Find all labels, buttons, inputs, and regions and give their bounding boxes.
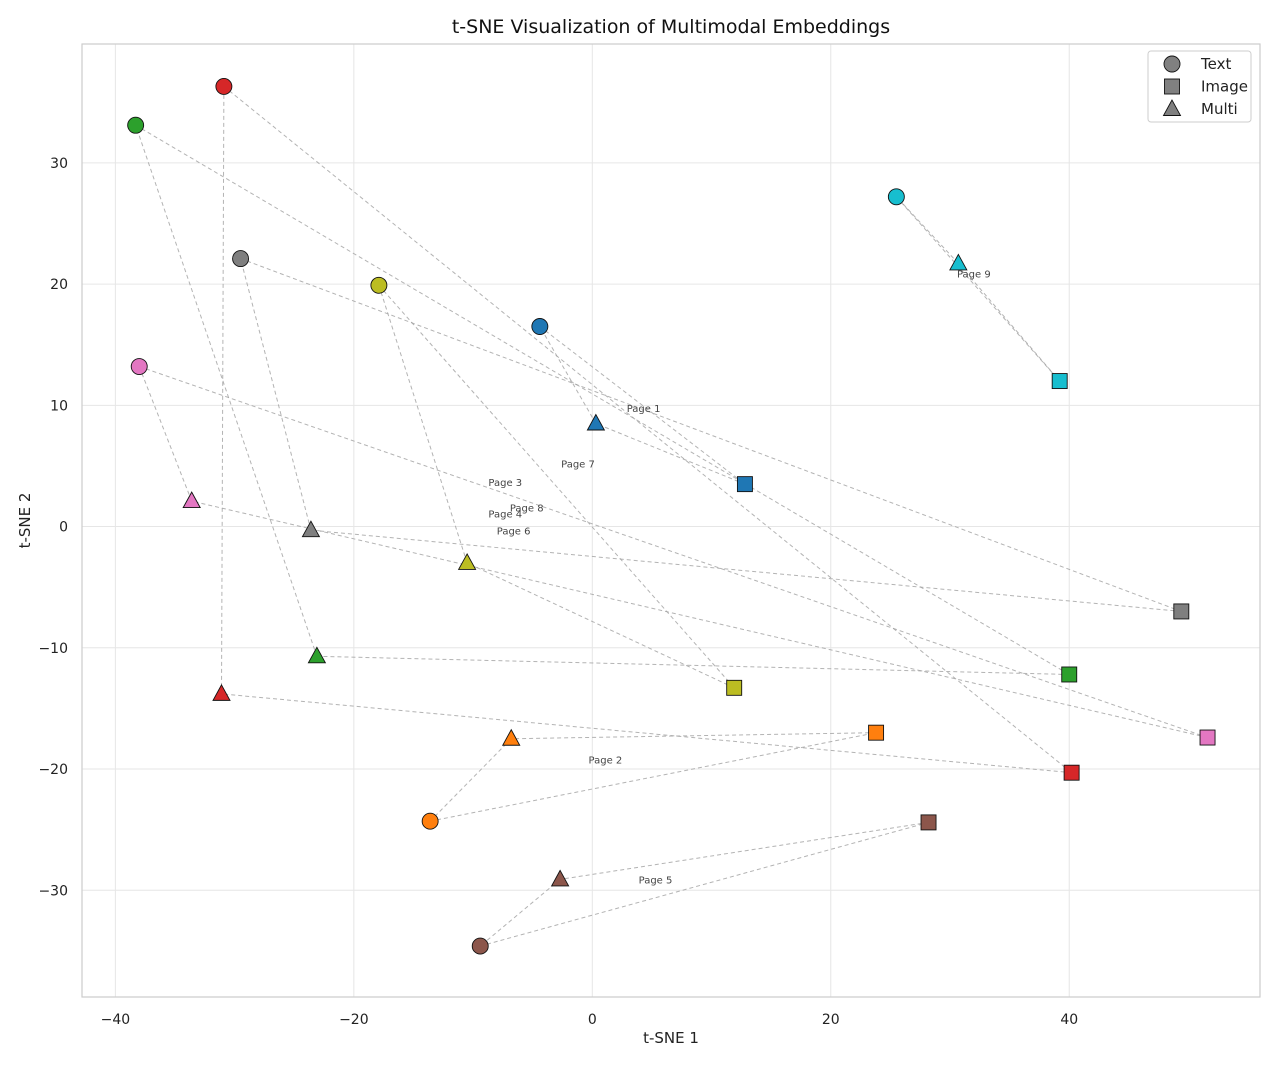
page-annotation: Page 4 <box>488 509 522 520</box>
plot-frame <box>81 43 1261 998</box>
connection-line <box>560 821 929 880</box>
text-point <box>531 318 549 335</box>
multi-point <box>550 869 570 887</box>
image-point <box>1061 666 1078 683</box>
y-axis-label: t-SNE 2 <box>16 493 34 549</box>
connection-line <box>429 738 512 822</box>
connection-line <box>135 125 318 657</box>
page-annotations: Page 1 Page 2 Page 3 Page 4 Page 5 Page 6 Page… <box>488 269 990 886</box>
x-tick-label: 40 <box>1060 1012 1078 1028</box>
image-point <box>868 724 885 741</box>
x-tick-label: 0 <box>588 1012 597 1028</box>
connection-line <box>480 821 929 947</box>
connection-line <box>511 732 877 740</box>
legend-triangle-icon <box>1162 99 1182 116</box>
plot-area <box>82 44 1260 997</box>
x-axis-label: t-SNE 1 <box>643 1029 699 1047</box>
connection-line <box>221 86 225 694</box>
connection-line <box>595 423 746 485</box>
multi-point <box>949 253 968 271</box>
legend-label: Image <box>1201 78 1248 96</box>
image-point <box>1063 764 1080 781</box>
connection-line <box>957 263 1061 382</box>
connection-line <box>539 326 746 485</box>
connection-line <box>138 366 193 502</box>
legend: Text Image Multi <box>1147 50 1252 123</box>
multi-point <box>586 413 606 431</box>
multi-point <box>301 520 321 538</box>
connection-line <box>135 124 1070 675</box>
connection-line <box>479 879 561 947</box>
multi-point <box>501 728 521 746</box>
multi-point <box>212 683 231 701</box>
page-annotation: Page 7 <box>561 460 595 471</box>
page-annotation: Page 9 <box>957 269 991 280</box>
page-annotation: Page 2 <box>589 756 623 767</box>
page-annotation: Page 8 <box>510 503 544 514</box>
legend-square-icon <box>1164 78 1180 95</box>
chart-title: t-SNE Visualization of Multimodal Embedd… <box>452 16 890 38</box>
text-point <box>232 250 250 268</box>
legend-label: Text <box>1200 55 1231 73</box>
connection-line <box>895 196 959 264</box>
y-tick-label: −20 <box>38 762 68 778</box>
y-tick-label: 0 <box>59 520 68 536</box>
text-point <box>370 276 388 294</box>
text-point <box>471 937 489 955</box>
connection-line <box>539 326 597 424</box>
connection-lines <box>135 86 1208 947</box>
x-tick-label: 20 <box>822 1012 840 1028</box>
connection-line <box>430 732 877 822</box>
page-annotation: Page 5 <box>639 876 673 887</box>
legend-circle-icon <box>1163 55 1181 73</box>
text-point <box>130 358 148 375</box>
multi-point <box>307 646 327 664</box>
y-tick-label: −30 <box>38 883 68 899</box>
axis-ticks: −40 −20 0 20 40 −30 −20 −10 0 10 20 30 <box>38 156 1078 1028</box>
y-tick-label: 20 <box>50 277 68 293</box>
data-markers <box>127 77 1216 955</box>
page-annotation: Page 3 <box>488 478 522 489</box>
y-tick-label: −10 <box>38 641 68 657</box>
image-point <box>1051 373 1068 390</box>
y-tick-label: 10 <box>50 398 68 414</box>
text-point <box>127 116 145 134</box>
image-point <box>920 814 937 831</box>
multi-point <box>182 491 201 509</box>
image-point <box>1173 603 1190 620</box>
connection-line <box>895 196 1061 382</box>
x-tick-label: −40 <box>101 1012 131 1028</box>
connection-line <box>378 284 735 689</box>
image-point <box>1199 729 1216 746</box>
connection-line <box>466 562 735 689</box>
y-tick-label: 30 <box>50 156 68 172</box>
image-point <box>736 476 753 493</box>
legend-label: Multi <box>1201 100 1238 118</box>
image-point <box>726 679 743 696</box>
x-tick-label: −20 <box>339 1012 369 1028</box>
connection-line <box>310 529 1182 612</box>
connection-line <box>240 258 312 531</box>
text-point <box>215 77 233 95</box>
multi-point <box>457 553 477 570</box>
page-annotation: Page 1 <box>627 404 661 415</box>
connection-line <box>191 500 1208 739</box>
text-point <box>887 188 905 206</box>
grid-lines <box>82 44 1260 997</box>
text-point <box>421 812 439 830</box>
connection-line <box>221 693 1072 774</box>
page-annotation: Page 6 <box>497 526 531 537</box>
